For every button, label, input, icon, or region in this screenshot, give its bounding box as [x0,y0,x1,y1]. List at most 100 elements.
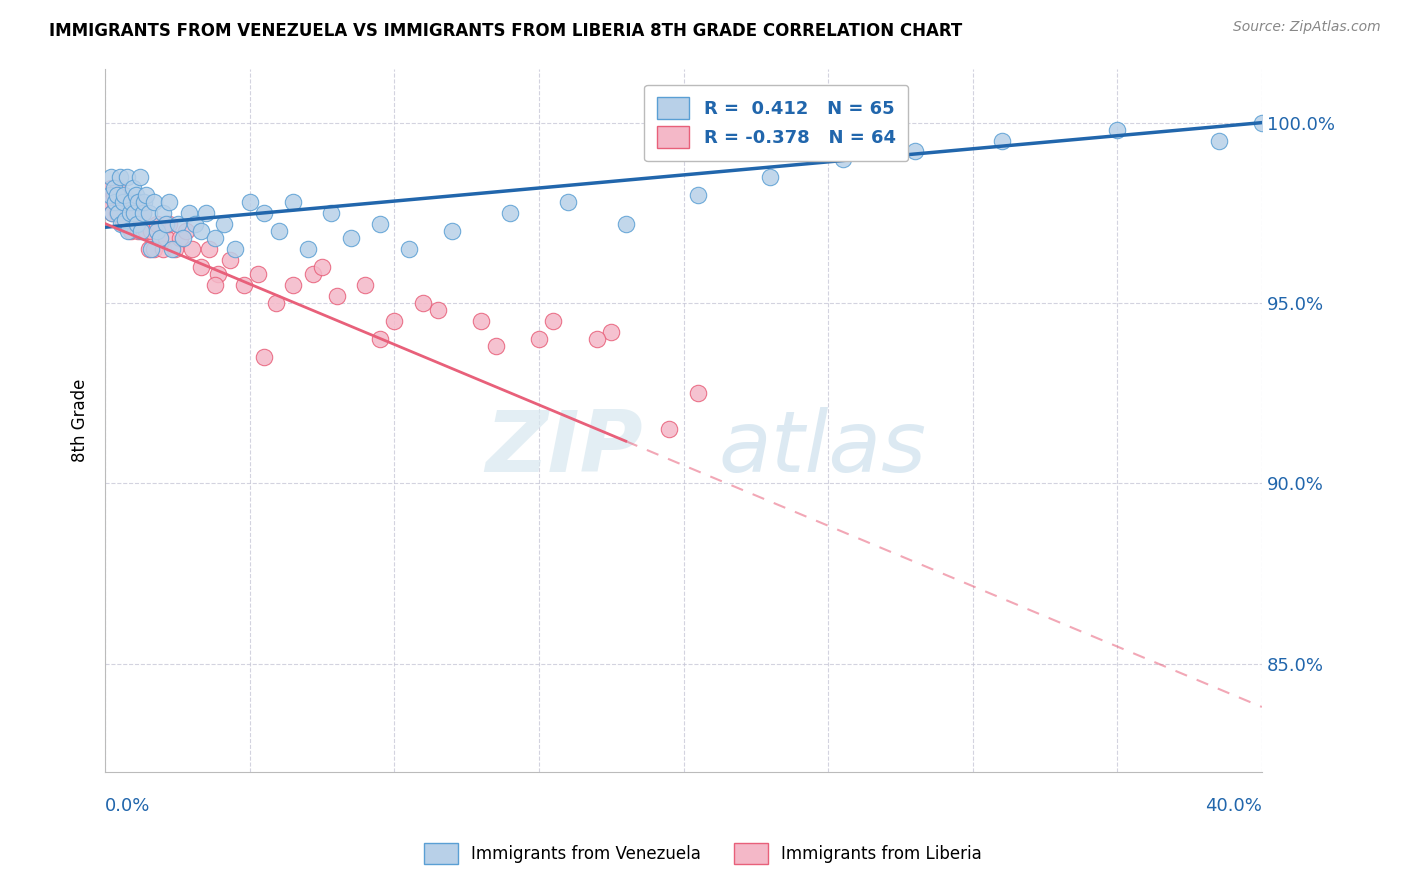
Point [218,252,240,267]
Point [155,231,177,245]
Point [686,386,709,401]
Point [527,332,550,346]
Text: IMMIGRANTS FROM VENEZUELA VS IMMIGRANTS FROM LIBERIA 8TH GRADE CORRELATION CHART: IMMIGRANTS FROM VENEZUELA VS IMMIGRANTS … [49,22,963,40]
Point [149,231,172,245]
Point [105,187,128,202]
Point [146,217,169,231]
Point [990,134,1012,148]
Point [155,217,177,231]
Point [135,224,157,238]
Point [614,217,637,231]
Point [104,194,127,209]
Point [212,217,235,231]
Point [111,194,134,209]
Point [98,194,121,209]
Point [184,217,207,231]
Point [204,231,226,245]
Point [340,231,363,245]
Point [131,224,153,238]
Point [195,206,218,220]
Point [283,194,305,209]
Point [302,267,325,281]
Point [138,206,160,220]
Point [267,224,290,238]
Point [117,194,139,209]
Point [190,224,212,238]
Point [121,206,143,220]
Point [426,303,449,318]
Point [143,242,166,256]
Point [1107,123,1129,137]
Point [120,224,142,238]
Point [152,242,174,256]
Point [585,332,607,346]
Point [177,206,200,220]
Point [169,231,191,245]
Point [146,224,169,238]
Point [253,206,276,220]
Point [124,217,146,231]
Point [686,187,709,202]
Point [1251,115,1274,129]
Point [101,206,124,220]
Point [172,231,194,245]
Point [101,206,124,220]
Point [107,206,129,220]
Point [149,231,172,245]
Point [138,242,160,256]
Point [398,242,420,256]
Point [124,187,146,202]
Point [412,296,434,310]
Point [470,314,492,328]
Point [253,350,276,364]
Point [163,242,186,256]
Point [190,260,212,274]
Point [97,187,120,202]
Point [207,267,229,281]
Point [118,206,141,220]
Point [117,224,139,238]
Point [107,180,129,194]
Point [134,194,156,209]
Point [174,224,197,238]
Point [110,194,132,209]
Point [441,224,464,238]
Point [131,217,153,231]
Point [108,206,131,220]
Point [247,267,270,281]
Point [108,169,131,184]
Text: ZIP: ZIP [485,407,643,490]
Point [384,314,406,328]
Point [143,194,166,209]
Point [115,169,138,184]
Point [1208,134,1230,148]
Point [319,206,342,220]
Point [368,332,391,346]
Point [132,206,155,220]
Point [904,145,927,159]
Point [283,277,305,292]
Point [114,206,136,220]
Text: Source: ZipAtlas.com: Source: ZipAtlas.com [1233,20,1381,34]
Point [354,277,377,292]
Point [204,277,226,292]
Point [127,224,149,238]
Point [122,206,145,220]
Point [132,206,155,220]
Point [125,206,148,220]
Point [831,152,853,166]
Point [264,296,287,310]
Point [112,194,135,209]
Point [181,242,204,256]
Point [484,339,506,353]
Point [152,206,174,220]
Point [233,277,256,292]
Point [100,169,122,184]
Point [157,217,180,231]
Point [115,217,138,231]
Point [499,206,522,220]
Point [135,187,157,202]
Point [600,325,623,339]
Point [239,194,262,209]
Point [141,242,163,256]
